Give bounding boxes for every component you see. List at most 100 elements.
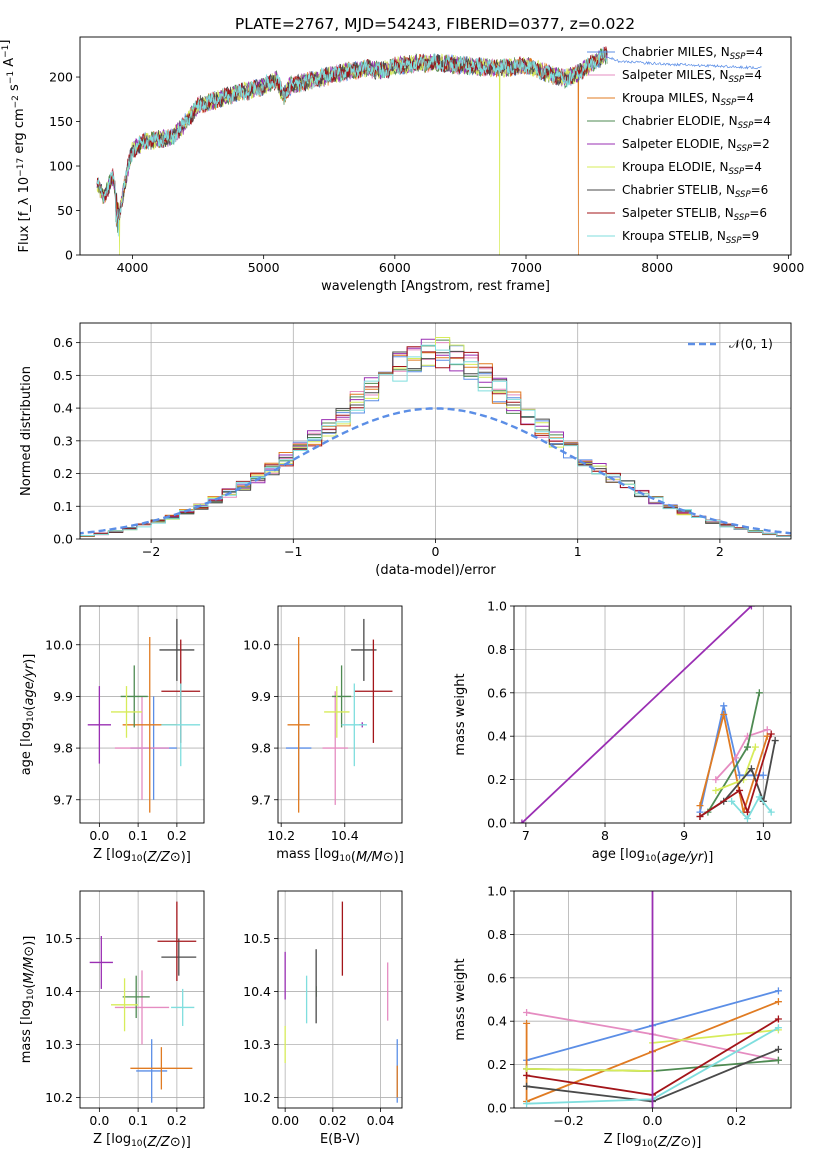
tick-label-y: 1.0 bbox=[487, 884, 507, 899]
axis-label-part: −1 bbox=[6, 71, 16, 84]
weight-marker bbox=[720, 702, 728, 710]
tick-label-x: 0.04 bbox=[367, 1113, 395, 1128]
legend-label: Kroupa ELODIE, NSSP=4 bbox=[622, 160, 762, 177]
x-axis-label: E(B-V) bbox=[320, 1132, 360, 1147]
axis-label-subscript: 10 bbox=[642, 1139, 654, 1149]
legend-subscript: SSP bbox=[734, 213, 750, 223]
weight-marker bbox=[743, 815, 751, 823]
axes-border bbox=[513, 605, 792, 824]
weight-marker bbox=[774, 1024, 782, 1032]
tick-label-y: 10.4 bbox=[243, 984, 271, 999]
plot-area bbox=[523, 891, 782, 1108]
weight-marker bbox=[743, 808, 751, 816]
tick-label-x: 0.02 bbox=[319, 1113, 347, 1128]
legend-model-name: Kroupa ELODIE, N bbox=[622, 160, 729, 174]
legend-model-name: Kroupa STELIB, N bbox=[622, 229, 726, 243]
axes-frame: 0.0 0.1 0.29.79.89.910.0Z [log10(Z/Z⊙)]age… bbox=[19, 605, 205, 865]
legend-model-name: Salpeter STELIB, N bbox=[622, 206, 734, 220]
plot-area bbox=[87, 618, 201, 813]
tick-label-x: 8 bbox=[601, 828, 609, 843]
tick-label-x: 10 bbox=[755, 828, 771, 843]
weight-line-2 bbox=[525, 1000, 779, 1103]
legend-label: Chabrier MILES, NSSP=4 bbox=[622, 45, 763, 62]
tick-label-x: 6000 bbox=[379, 260, 411, 275]
tick-label-y: 9.9 bbox=[53, 689, 73, 704]
spectrum-line-2 bbox=[96, 48, 608, 255]
axis-label-part: log bbox=[622, 1132, 642, 1147]
axis-label-part: Z/Z bbox=[147, 1135, 171, 1150]
weight-line-2 bbox=[715, 728, 768, 781]
axis-label-part: log bbox=[19, 722, 34, 742]
axis-label-part: ( bbox=[656, 850, 661, 865]
weight-marker bbox=[523, 1071, 531, 1079]
legend-label: Chabrier STELIB, NSSP=6 bbox=[622, 183, 768, 200]
tick-label-y: 0.0 bbox=[53, 532, 73, 547]
axis-label-part: 10 bbox=[17, 177, 32, 194]
legend-label: Chabrier ELODIE, NSSP=4 bbox=[622, 114, 771, 131]
weight-marker bbox=[774, 998, 782, 1006]
tick-label-y: 1.0 bbox=[487, 599, 507, 614]
weight-marker bbox=[696, 802, 704, 810]
residual-histogram-panel: −2 −1 0 1 2 0.0 0.1 0.2 0.3 0.4 0.5 0.6 (data-model)… bbox=[19, 322, 792, 578]
axis-label-part: Z [ bbox=[93, 1132, 111, 1147]
weight-marker bbox=[743, 743, 751, 751]
tick-label-y: 0.3 bbox=[53, 433, 73, 448]
axis-label-part: Z/Z bbox=[147, 850, 171, 865]
axis-label-part: age/yr bbox=[22, 662, 37, 705]
axis-label-subscript: 10 bbox=[131, 1139, 143, 1149]
axes-border bbox=[79, 322, 792, 540]
legend-subscript: SSP bbox=[726, 236, 742, 246]
tick-label-y: 0.6 bbox=[53, 335, 73, 350]
axis-label-part: mass [ bbox=[276, 847, 319, 862]
axes-frame: −2 −1 0 1 2 0.0 0.1 0.2 0.3 0.4 0.5 0.6 (data-model)… bbox=[19, 322, 792, 578]
weight-marker bbox=[736, 771, 744, 779]
legend-model-name: Chabrier STELIB, N bbox=[622, 183, 735, 197]
axis-label-part: erg cm bbox=[12, 108, 27, 157]
plot-area bbox=[285, 618, 393, 813]
x-axis-label: Z [log10(Z/Z⊙)] bbox=[93, 1132, 191, 1150]
tick-label-y: 200 bbox=[49, 70, 73, 85]
spectrum-panel: 4000 5000 6000 7000 8000 9000 0 50 100 150 200 wave… bbox=[0, 36, 804, 294]
x-axis-label: mass [log10(M/M⊙)] bbox=[276, 847, 404, 865]
axis-label-part: ( bbox=[22, 984, 37, 989]
axis-label-part: mass weight bbox=[453, 958, 468, 1040]
axis-label-part: ] bbox=[0, 40, 12, 45]
tick-label-y: 0 bbox=[65, 248, 73, 263]
legend-label: Kroupa STELIB, NSSP=9 bbox=[622, 229, 759, 246]
tick-label-y: 50 bbox=[57, 203, 73, 218]
tick-label-y: 0.0 bbox=[487, 1101, 507, 1116]
legend-subscript: SSP bbox=[738, 121, 754, 131]
weight-marker bbox=[523, 1009, 531, 1017]
tick-label-x: 0.0 bbox=[643, 1113, 663, 1128]
y-axis-label: Normed distribution bbox=[19, 366, 34, 496]
axes-border bbox=[79, 605, 205, 824]
axis-label-part: log bbox=[19, 1000, 34, 1020]
y-axis-label: mass weight bbox=[453, 958, 468, 1040]
axis-label-part: ( bbox=[351, 850, 356, 865]
axis-label-part: )] bbox=[703, 850, 713, 865]
y-axis-label: mass weight bbox=[453, 673, 468, 755]
weight-marker bbox=[712, 776, 720, 784]
tick-label-x: −1 bbox=[284, 544, 302, 559]
tick-label-y: 0.2 bbox=[53, 466, 73, 481]
tick-label-x: −0.2 bbox=[553, 1113, 583, 1128]
tick-label-y: 0.5 bbox=[53, 368, 73, 383]
tick-label-y: 0.4 bbox=[53, 401, 73, 416]
weight-marker bbox=[736, 786, 744, 794]
axis-label-part: ⊙)] bbox=[383, 850, 404, 865]
mass-vs-extinction-panel: 0.00 0.02 0.04 10.2 10.3 10.4 10.5 E(B-V) bbox=[243, 890, 403, 1147]
tick-label-y: 10.3 bbox=[45, 1037, 73, 1052]
axis-label-part: s bbox=[7, 84, 22, 95]
tick-label-x: 0.2 bbox=[167, 1113, 187, 1128]
axis-label-part: ( bbox=[653, 1135, 658, 1150]
axis-label-part: Normed distribution bbox=[19, 366, 34, 496]
axis-label-part: mass [ bbox=[19, 1020, 34, 1063]
axis-label-part: E(B-V) bbox=[320, 1132, 360, 1147]
grid-lines bbox=[278, 606, 402, 823]
tick-label-x: 0.0 bbox=[89, 828, 109, 843]
tick-label-x: 10.2 bbox=[267, 828, 295, 843]
tick-label-y: 10.5 bbox=[243, 931, 271, 946]
weight-marker bbox=[763, 726, 771, 734]
axis-label-part: Z [ bbox=[93, 847, 111, 862]
